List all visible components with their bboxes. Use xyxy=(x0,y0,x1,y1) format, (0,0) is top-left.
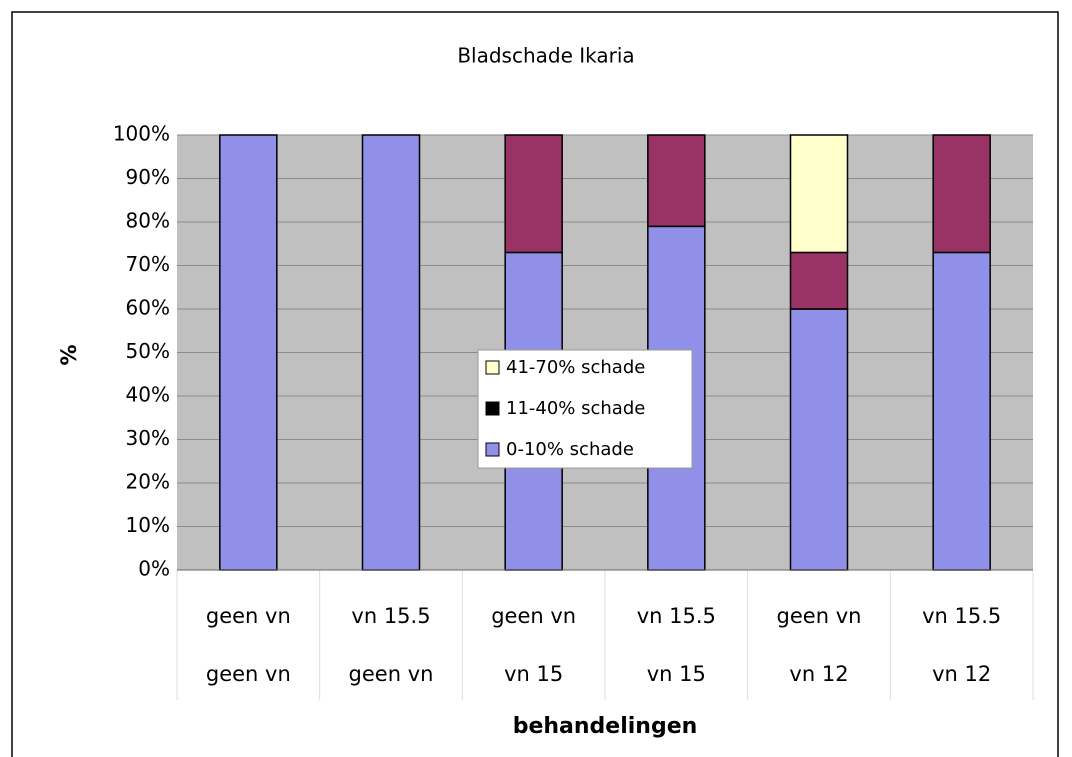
y-tick-label: 90% xyxy=(126,165,170,189)
bar-segment xyxy=(504,134,563,254)
bar-segment xyxy=(789,251,849,310)
bar-segment xyxy=(219,134,278,571)
legend-swatch xyxy=(485,360,500,375)
x-tick-label: geen vn xyxy=(777,604,862,628)
bar-segment xyxy=(361,134,421,571)
y-axis-label: % xyxy=(57,344,81,365)
y-tick-label: 20% xyxy=(126,470,170,494)
legend-box xyxy=(477,349,693,469)
x-tick-label: vn 12 xyxy=(932,662,991,686)
bar-segment xyxy=(789,308,849,571)
x-tick-label: geen vn xyxy=(206,604,291,628)
legend-label: 11-40% schade xyxy=(506,398,645,419)
legend-swatch xyxy=(485,442,500,457)
y-tick-label: 0% xyxy=(138,557,170,581)
y-tick-label: 60% xyxy=(126,296,170,320)
x-tick-label: vn 12 xyxy=(789,662,848,686)
y-tick-label: 10% xyxy=(126,513,170,537)
x-axis-label: behandelingen xyxy=(513,714,698,739)
chart-title: Bladschade Ikaria xyxy=(457,44,634,68)
y-tick-label: 70% xyxy=(126,252,170,276)
legend-swatch xyxy=(485,401,500,416)
x-tick-label: vn 15.5 xyxy=(351,604,430,628)
x-tick-label: vn 15.5 xyxy=(637,604,716,628)
y-tick-label: 40% xyxy=(126,383,170,407)
bar-segment xyxy=(932,134,991,254)
y-tick-label: 80% xyxy=(126,209,170,233)
x-tick-label: geen vn xyxy=(491,604,576,628)
y-tick-label: 50% xyxy=(126,339,170,363)
legend-label: 0-10% schade xyxy=(506,439,634,460)
bar-segment xyxy=(932,251,991,571)
bar-segment xyxy=(647,134,706,228)
x-tick-label: vn 15 xyxy=(647,662,706,686)
y-tick-label: 30% xyxy=(126,426,170,450)
legend-label: 41-70% schade xyxy=(506,357,645,378)
x-tick-label: vn 15 xyxy=(504,662,563,686)
y-tick-label: 100% xyxy=(113,122,170,146)
x-tick-label: geen vn xyxy=(206,662,291,686)
x-tick-label: geen vn xyxy=(349,662,434,686)
bar-segment xyxy=(789,134,849,254)
x-tick-label: vn 15.5 xyxy=(922,604,1001,628)
